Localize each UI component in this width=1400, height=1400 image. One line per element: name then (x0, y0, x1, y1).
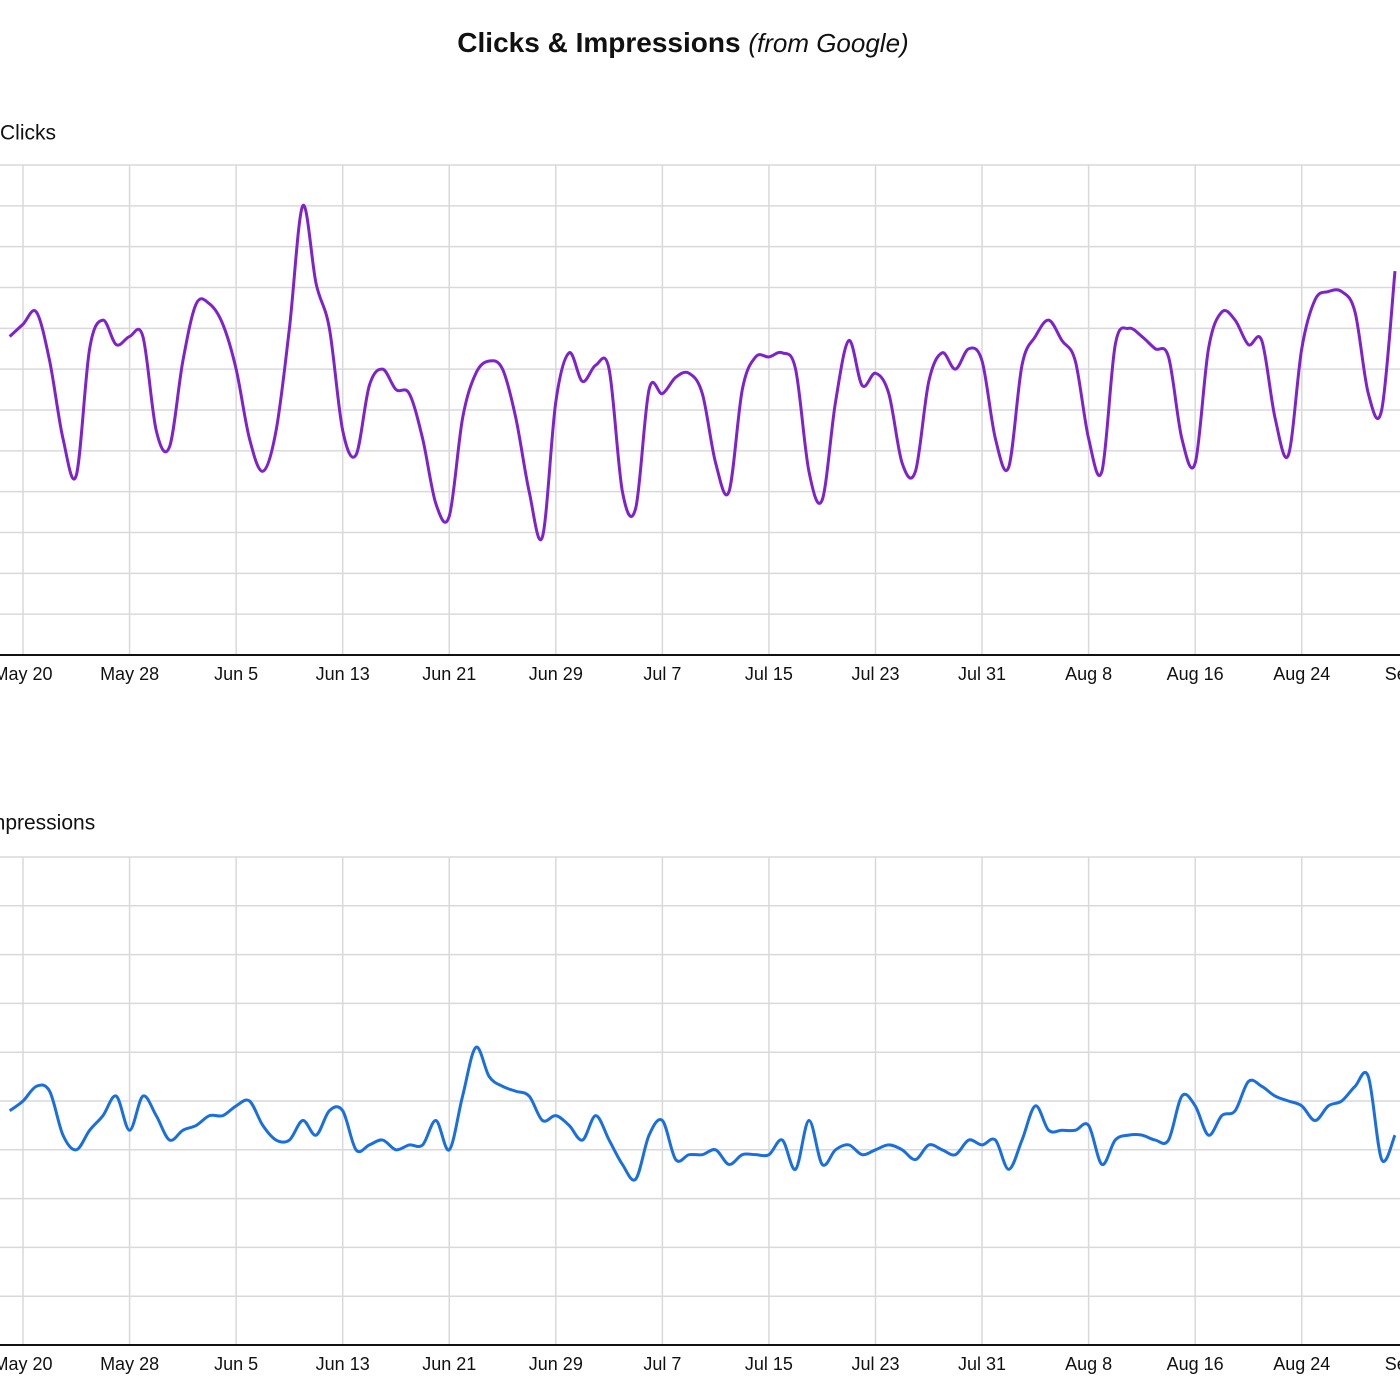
x-tick-label: Jul 23 (851, 1354, 899, 1374)
x-tick-label: Aug 8 (1065, 1354, 1112, 1374)
x-tick-label: Jul 23 (851, 664, 899, 684)
page-note: (from Google) (748, 28, 908, 58)
data-line (8, 1045, 1397, 1182)
x-tick-label: Aug 24 (1273, 664, 1330, 684)
x-tick-label: Jul 7 (643, 1354, 681, 1374)
x-tick-label: Jun 29 (529, 1354, 583, 1374)
x-tick-label: May 20 (0, 664, 53, 684)
x-tick-label: May 20 (0, 1354, 53, 1374)
x-tick-label: Aug 8 (1065, 664, 1112, 684)
x-tick-label: Jun 5 (214, 1354, 258, 1374)
x-tick-label: May 28 (100, 664, 159, 684)
x-tick-label: Jul 15 (745, 664, 793, 684)
chart-label: Impressions (0, 812, 95, 835)
x-tick-label: Aug 24 (1273, 1354, 1330, 1374)
x-tick-label: Jun 29 (529, 664, 583, 684)
x-tick-label: Sep 1 (1385, 664, 1400, 684)
x-tick-label: Jun 21 (422, 664, 476, 684)
x-tick-label: Jul 31 (958, 1354, 1006, 1374)
x-tick-label: Jun 13 (316, 1354, 370, 1374)
chart-label: Clicks (0, 122, 56, 145)
x-tick-label: Sep 1 (1385, 1354, 1400, 1374)
x-tick-label: Jun 13 (316, 664, 370, 684)
x-tick-label: May 28 (100, 1354, 159, 1374)
x-tick-label: Aug 16 (1167, 1354, 1224, 1374)
x-tick-label: Jul 15 (745, 1354, 793, 1374)
page-title: Clicks & Impressions (457, 27, 740, 58)
x-tick-label: Jul 7 (643, 664, 681, 684)
x-tick-label: Aug 16 (1167, 664, 1224, 684)
data-line (8, 204, 1397, 542)
x-tick-label: Jun 5 (214, 664, 258, 684)
x-tick-label: Jun 21 (422, 1354, 476, 1374)
page-title-group: Clicks & Impressions (from Google) (457, 27, 908, 58)
x-tick-label: Jul 31 (958, 664, 1006, 684)
